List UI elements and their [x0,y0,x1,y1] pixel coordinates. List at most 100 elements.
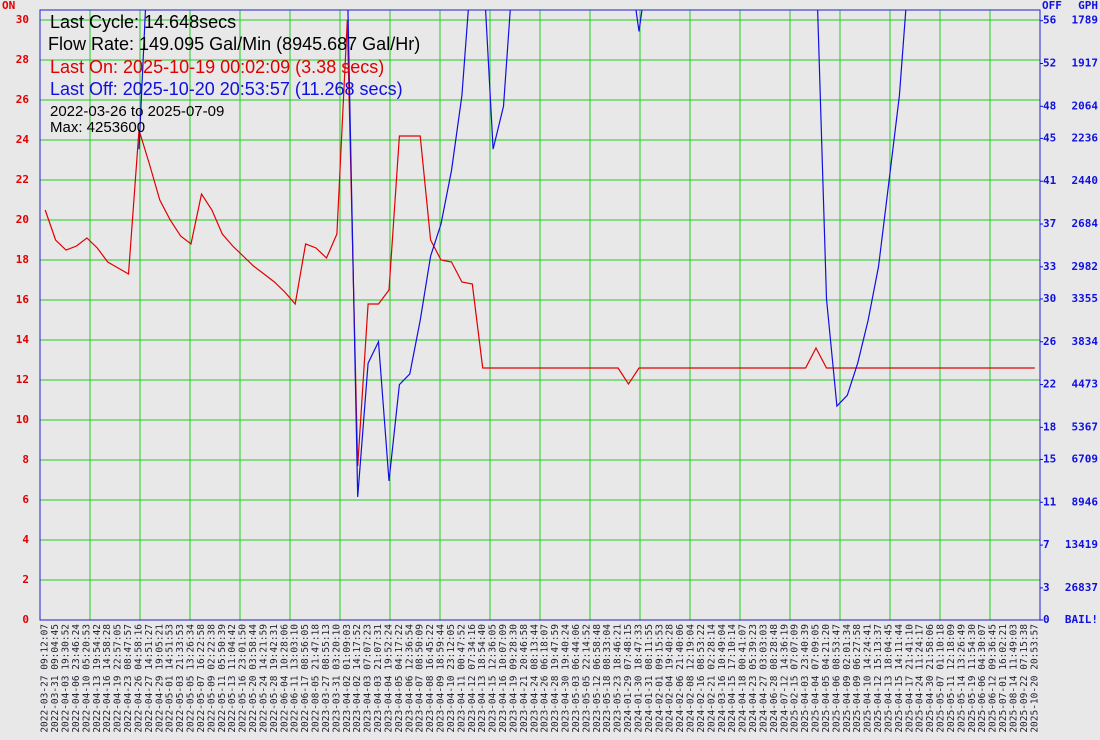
y2-tick-label: 18 [1043,420,1056,433]
x-tick-label: 2025-05-11 12:18:09 [946,624,957,733]
x-tick-label: 2025-06-06 04:30:07 [977,624,988,733]
x-tick-label: 2023-04-16 10:07:09 [498,624,509,733]
x-tick-label: 2023-04-13 18:54:40 [477,624,488,733]
x-tick-label: 2022-05-20 03:58:44 [248,624,259,733]
gph-tick-label: 8946 [1072,495,1099,508]
x-tick-label: 2022-04-13 19:54:42 [92,624,103,733]
x-tick-label: 2023-04-04 19:52:24 [383,624,394,733]
y-tick-label: 28 [16,53,29,66]
gph-tick-label: 2982 [1072,260,1099,273]
x-tick-label: 2023-04-28 19:47:59 [550,624,561,733]
series-line [44,19,1035,467]
x-tick-label: 2024-02-21 02:28:14 [706,624,717,733]
x-tick-label: 2022-04-29 19:05:21 [154,624,165,733]
annotation: Last On: 2025-10-19 00:02:09 (3.38 secs) [50,57,384,77]
x-tick-label: 2023-04-19 09:28:30 [508,624,519,733]
x-tick-label: 2024-04-23 05:39:23 [748,624,759,733]
x-tick-label: 2022-04-10 05:20:53 [81,624,92,733]
y-tick-label: 24 [16,133,30,146]
x-tick-label: 2025-07-01 16:02:21 [998,624,1009,733]
gph-tick-label: 4473 [1072,378,1099,391]
x-tick-label: 2024-02-08 12:19:04 [686,624,697,733]
gph-tick-label: 5367 [1072,420,1099,433]
y2-tick-label: 56 [1043,14,1057,27]
y2-tick-label: 30 [1043,292,1056,305]
grid [40,10,1040,621]
x-tick-label: 2025-02-15 07:07:09 [790,624,801,733]
y-tick-label: 4 [22,533,29,546]
y-tick-label: 6 [22,493,29,506]
x-tick-label: 2024-01-30 18:47:33 [633,624,644,733]
gph-tick-label: 1789 [1072,14,1099,27]
annotation: Last Off: 2025-10-20 20:53:57 (11.268 se… [50,79,403,99]
x-tick-label: 2023-04-02 14:17:52 [352,624,363,733]
x-tick-label: 2022-05-03 21:33:53 [175,624,186,733]
x-tick-label: 2022-05-07 16:22:58 [196,624,207,733]
series-line [138,10,907,497]
x-tick-label: 2022-03-31 09:04:45 [50,624,61,733]
x-tick-label: 2022-05-01 14:51:53 [165,624,176,733]
x-tick-label: 2025-04-03 23:40:39 [800,624,811,733]
x-tick-label: 2023-04-26 06:18:07 [540,624,551,733]
x-tick-label: 2023-04-03 07:07:23 [363,624,374,733]
x-tick-label: 2022-05-11 05:50:39 [217,624,228,733]
x-tick-label: 2024-02-06 21:40:06 [675,624,686,733]
annotation: Flow Rate: 149.095 Gal/Min (8945.687 Gal… [48,34,420,54]
x-tick-label: 2022-03-27 09:12:07 [40,624,51,733]
x-tick-label: 2025-04-06 08:53:47 [831,624,842,733]
x-tick-label: 2025-04-13 18:04:45 [883,624,894,733]
y2-tick-label: 37 [1043,217,1056,230]
x-tick-label: 2023-04-02 01:09:03 [342,624,353,733]
gph-tick-label: 2684 [1072,217,1099,230]
x-tick-label: 2025-05-14 13:26:49 [956,624,967,733]
x-tick-label: 2023-04-06 12:36:54 [404,624,415,733]
x-tick-label: 2023-04-03 21:07:31 [373,624,384,733]
y-tick-label: 8 [22,453,29,466]
x-tick-label: 2025-05-19 11:54:30 [967,624,978,733]
gph-tick-label: 2064 [1072,99,1099,112]
gph-tick-label: BAIL! [1065,613,1098,626]
y2-tick-label: 48 [1043,99,1056,112]
annotation: Last Cycle: 14.648secs [50,12,236,32]
x-tick-label: 2023-03-27 08:55:13 [321,624,332,733]
x-tick-label: 2025-04-24 11:24:17 [915,624,926,733]
x-tick-label: 2022-08-05 21:47:18 [311,624,322,733]
x-tick-label: 2023-04-08 16:45:22 [425,624,436,733]
x-tick-label: 2024-02-04 19:40:28 [665,624,676,733]
y-tick-label: 2 [22,573,29,586]
gph-axis-label: GPH [1078,0,1098,12]
x-tick-label: 2024-02-16 08:53:22 [696,624,707,733]
x-tick-label: 2024-07-12 14:36:19 [779,624,790,733]
x-tick-label: 2024-03-16 10:49:04 [717,624,728,733]
x-tick-label: 2025-04-30 21:58:06 [925,624,936,733]
x-tick-label: 2024-01-29 07:48:15 [623,624,634,733]
y2-tick-label: 15 [1043,452,1056,465]
x-tick-label: 2022-04-06 23:46:24 [71,624,82,733]
x-tick-label: 2023-04-12 07:34:16 [467,624,478,733]
y2-tick-label: 33 [1043,260,1056,273]
x-tick-label: 2022-06-04 10:28:06 [279,624,290,733]
x-tick-label: 2023-04-21 20:46:58 [519,624,530,733]
x-tick-label: 2024-01-31 08:11:55 [644,624,655,733]
x-tick-label: 2025-06-12 09:36:45 [988,624,999,733]
y-tick-label: 12 [16,373,29,386]
x-tick-label: 2022-05-16 23:01:50 [238,624,249,733]
x-tick-label: 2023-04-15 12:36:05 [488,624,499,733]
y-tick-label: 0 [22,613,29,626]
x-tick-label: 2024-06-28 08:28:48 [769,624,780,733]
x-tick-label: 2023-03-31 03:20:10 [331,624,342,733]
x-tick-label: 2023-04-10 23:12:05 [446,624,457,733]
y2-tick-label: 22 [1043,378,1056,391]
y-tick-label: 20 [16,213,29,226]
x-tick-label: 2022-04-03 19:30:52 [61,624,72,733]
annotation: 2022-03-26 to 2025-07-09 [50,103,224,120]
y2-tick-label: 11 [1043,495,1057,508]
x-tick-label: 2023-04-09 18:59:44 [436,624,447,733]
x-tick-label: 2023-05-03 06:44:06 [571,624,582,733]
y-tick-label: 26 [16,93,30,106]
x-tick-label: 2022-05-05 13:26:34 [186,624,197,733]
x-tick-label: 2024-02-01 09:15:53 [654,624,665,733]
x-tick-label: 2023-04-24 08:13:44 [529,624,540,733]
y-tick-label: 14 [16,333,30,346]
